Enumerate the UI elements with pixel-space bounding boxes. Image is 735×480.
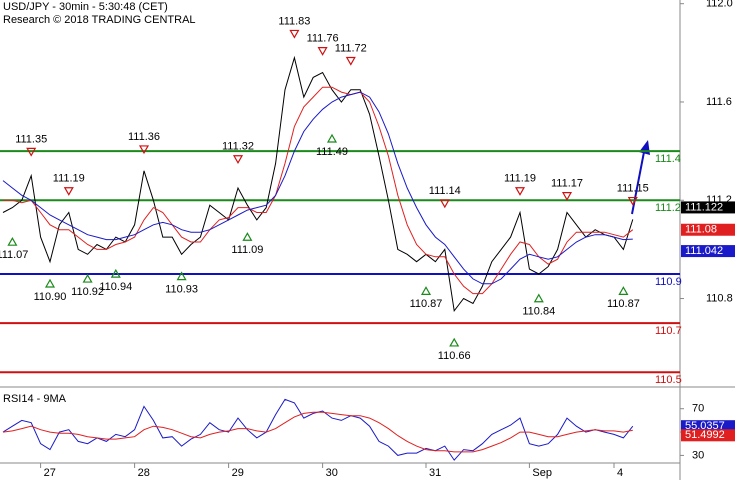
- marker-label: 111.07: [0, 249, 28, 261]
- level-label: 110.9: [655, 276, 682, 288]
- rsi-last-label: 51.4992: [685, 429, 725, 441]
- level-label: 111.4: [655, 153, 681, 165]
- resistance-marker: [345, 56, 356, 66]
- resistance-marker: [289, 29, 300, 39]
- marker-label: 111.09: [231, 244, 263, 256]
- y-tick-label: 111.6: [706, 96, 732, 108]
- x-tick-label: 31: [429, 467, 441, 479]
- marker-label: 111.19: [504, 173, 536, 185]
- rsi-tick-label: 30: [692, 449, 704, 461]
- marker-label: 110.90: [34, 291, 67, 303]
- level-label: 111.2: [655, 202, 681, 214]
- support-marker: [44, 278, 56, 288]
- support-marker: [7, 236, 18, 246]
- price-line: [2, 91, 633, 285]
- resistance-marker: [26, 147, 37, 157]
- marker-label: 111.35: [15, 133, 47, 145]
- marker-label: 111.36: [128, 131, 160, 143]
- marker-label: 110.87: [607, 298, 640, 310]
- marker-label: 111.32: [222, 141, 254, 153]
- chart-subtitle: Research © 2018 TRADING CENTRAL: [3, 14, 196, 26]
- marker-label: 110.94: [99, 281, 132, 293]
- marker-label: 110.66: [438, 350, 471, 362]
- resistance-marker: [514, 187, 526, 196]
- x-tick-label: 30: [326, 467, 338, 479]
- support-marker: [533, 293, 544, 303]
- support-marker: [326, 133, 338, 143]
- marker-label: 111.17: [551, 178, 583, 190]
- support-marker: [110, 268, 121, 278]
- support-marker: [176, 271, 187, 281]
- marker-label: 111.15: [617, 182, 649, 194]
- x-tick-label: 28: [138, 467, 150, 479]
- support-marker: [82, 273, 93, 283]
- support-marker: [420, 286, 432, 295]
- resistance-marker: [138, 145, 150, 155]
- last-value-label: 111.042: [685, 245, 723, 257]
- resistance-marker: [627, 196, 638, 206]
- x-tick-label: Sep: [532, 467, 552, 479]
- y-tick-label: 110.8: [706, 292, 733, 304]
- projection-arrow: [631, 151, 645, 215]
- support-marker: [242, 232, 253, 241]
- marker-label: 111.76: [307, 33, 339, 45]
- resistance-marker: [317, 47, 328, 56]
- last-value-box: [681, 245, 735, 258]
- resistance-marker: [439, 199, 450, 209]
- price-line: [3, 86, 634, 295]
- support-marker: [618, 286, 629, 295]
- rsi-line: [2, 411, 633, 453]
- marker-label: 110.84: [522, 306, 555, 318]
- rsi-last-box: [681, 429, 735, 442]
- x-tick-label: 4: [617, 467, 623, 479]
- last-value-box: [681, 223, 735, 236]
- last-value-box: [681, 201, 735, 214]
- marker-label: 110.92: [71, 286, 104, 298]
- price-line: [2, 55, 634, 313]
- marker-label: 111.83: [278, 15, 310, 27]
- level-label: 110.5: [655, 374, 682, 386]
- chart-title: USD/JPY - 30min - 5:30:48 (CET): [3, 1, 168, 13]
- last-value-label: 111.08: [685, 224, 717, 236]
- marker-label: 110.87: [410, 298, 443, 310]
- marker-label: 111.14: [429, 185, 461, 197]
- y-tick-label: 112.0: [706, 0, 733, 10]
- last-value-label: 111.122: [685, 201, 723, 213]
- resistance-marker: [63, 187, 74, 196]
- level-label: 110.7: [655, 325, 682, 337]
- rsi-tick-label: 70: [692, 403, 704, 415]
- resistance-marker: [232, 155, 244, 164]
- marker-label: 111.72: [335, 42, 367, 54]
- rsi-title: RSI14 - 9MA: [3, 393, 67, 405]
- marker-label: 110.93: [165, 284, 198, 296]
- support-marker: [449, 337, 460, 347]
- x-tick-label: 27: [44, 467, 56, 479]
- x-tick-label: 29: [232, 467, 244, 479]
- rsi-last-box: [681, 420, 735, 433]
- resistance-marker: [561, 192, 573, 201]
- marker-label: 111.49: [316, 146, 348, 158]
- marker-label: 111.19: [53, 173, 85, 185]
- rsi-last-label: 55.0357: [685, 420, 725, 432]
